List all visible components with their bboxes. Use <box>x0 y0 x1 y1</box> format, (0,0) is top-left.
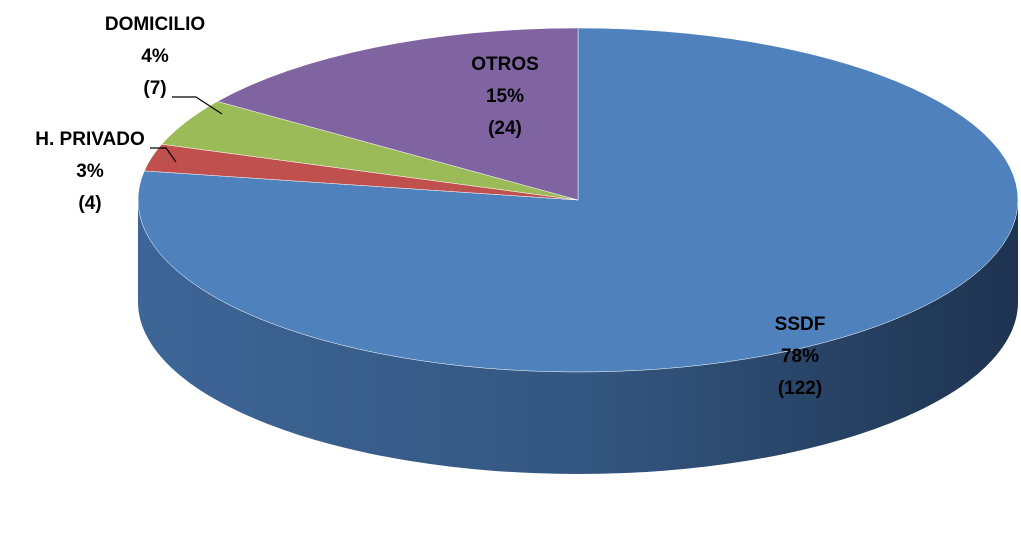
leader-line <box>150 147 177 163</box>
pie-tops <box>137 27 1019 373</box>
labels: SSDF 78% (122) H. PRIVADO 3% (4) DOMICILIO 4% (7… <box>35 14 825 399</box>
slice-label: H. PRIVADO <box>35 129 144 150</box>
leader-line <box>172 96 223 115</box>
slice-label: DOMICILIO <box>105 14 205 35</box>
percent-label: 3% <box>76 161 104 182</box>
count-label: (7) <box>143 78 166 99</box>
slice-label: OTROS <box>471 54 539 75</box>
pie-sides <box>138 200 1018 474</box>
count-label: (24) <box>488 118 522 139</box>
percent-label: 4% <box>141 46 169 67</box>
pie-slice <box>137 27 1019 373</box>
pie-side <box>138 200 1018 474</box>
percent-label: 78% <box>781 346 819 367</box>
count-label: (122) <box>778 378 822 399</box>
slice-label: SSDF <box>775 314 826 335</box>
pie-slice <box>216 27 579 201</box>
percent-label: 15% <box>486 86 524 107</box>
count-label: (4) <box>78 193 101 214</box>
